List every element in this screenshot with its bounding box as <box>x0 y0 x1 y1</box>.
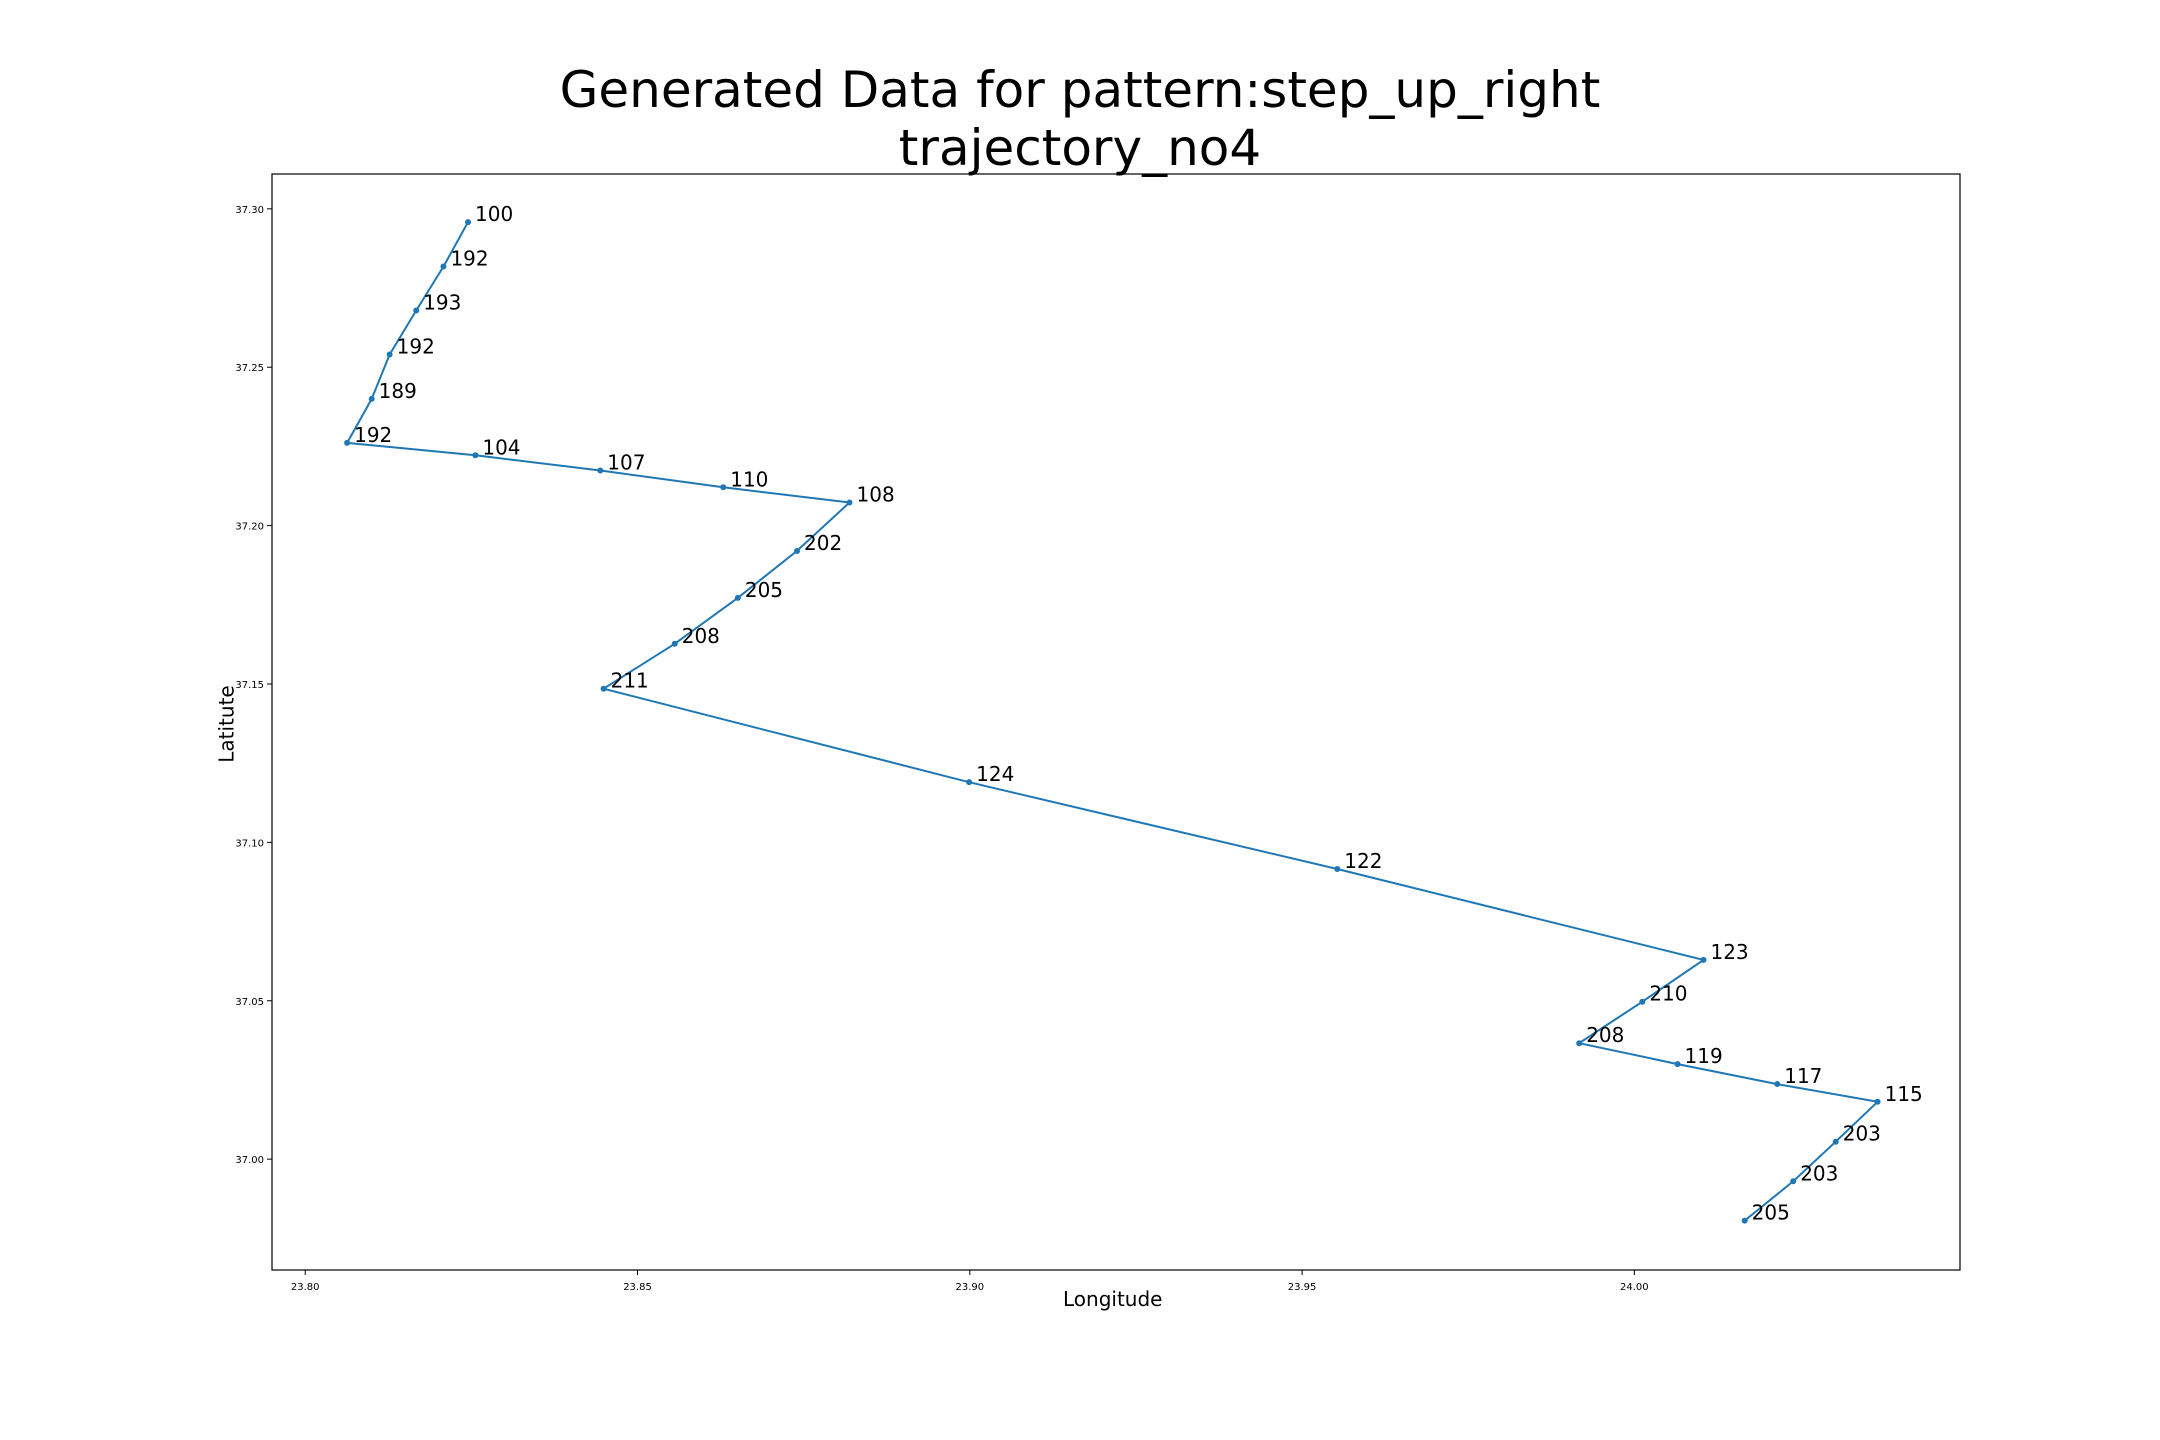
data-point <box>1674 1061 1681 1068</box>
x-tick-label: 24.00 <box>1620 1282 1649 1293</box>
y-tick-label: 37.00 <box>235 1155 264 1166</box>
chart-subtitle: trajectory_no4 <box>898 119 1262 177</box>
data-point-label: 192 <box>397 335 435 359</box>
y-axis-label: Latitute <box>214 685 239 763</box>
data-point <box>1576 1040 1583 1047</box>
series-points <box>344 219 1881 1224</box>
data-point <box>1774 1081 1781 1088</box>
data-point-label: 202 <box>804 531 842 555</box>
data-point <box>734 594 741 601</box>
data-point <box>472 452 479 459</box>
data-point <box>846 499 853 506</box>
y-tick-label: 37.20 <box>235 522 264 533</box>
x-tick-label: 23.90 <box>955 1282 984 1293</box>
data-point-label: 193 <box>423 291 461 315</box>
data-point-label: 203 <box>1800 1161 1838 1185</box>
data-point <box>597 467 604 474</box>
data-point-label: 210 <box>1649 982 1687 1006</box>
y-axis-ticks: 37.00 37.05 37.10 37.15 37.20 37.25 37.30 <box>235 205 272 1166</box>
data-point-label: 203 <box>1843 1122 1881 1146</box>
data-point <box>600 685 607 692</box>
axes-frame <box>271 173 1961 1271</box>
x-tick-label: 23.80 <box>291 1282 320 1293</box>
data-point <box>368 395 375 402</box>
data-point-label: 107 <box>607 450 645 474</box>
chart-title: Generated Data for pattern:step_up_right <box>559 61 1601 119</box>
data-point <box>1700 956 1707 963</box>
x-tick-label: 23.95 <box>1288 1282 1317 1293</box>
y-tick-label: 37.30 <box>235 205 264 216</box>
data-point-label: 205 <box>1752 1201 1790 1225</box>
data-point <box>794 547 801 554</box>
x-axis-label: Longitude <box>1063 1287 1163 1311</box>
data-point-label: 192 <box>354 423 392 447</box>
data-point-label: 115 <box>1885 1082 1923 1106</box>
data-point <box>1741 1217 1748 1224</box>
y-tick-label: 37.15 <box>235 680 264 691</box>
data-point <box>440 263 447 270</box>
data-point-label: 208 <box>682 624 720 648</box>
data-point-label: 117 <box>1784 1064 1822 1088</box>
data-point-label: 123 <box>1710 940 1748 964</box>
y-tick-label: 37.25 <box>235 363 264 374</box>
data-point <box>1832 1138 1839 1145</box>
data-point-label: 211 <box>611 669 649 693</box>
data-point-label: 122 <box>1344 849 1382 873</box>
data-point <box>465 219 472 226</box>
data-point <box>1639 998 1646 1005</box>
series-line <box>345 221 1880 1222</box>
data-point-label: 104 <box>482 435 520 459</box>
data-point-label: 124 <box>976 762 1014 786</box>
x-tick-label: 23.85 <box>623 1282 652 1293</box>
data-point-label: 108 <box>857 482 895 506</box>
data-point-label: 208 <box>1586 1023 1624 1047</box>
y-tick-label: 37.05 <box>235 997 264 1008</box>
data-point-label: 110 <box>730 467 768 491</box>
data-point <box>413 307 420 314</box>
data-point <box>1790 1178 1797 1185</box>
data-point-label: 100 <box>475 202 513 226</box>
data-point <box>1874 1098 1881 1105</box>
data-point-label: 192 <box>450 246 488 270</box>
data-point <box>1334 865 1341 872</box>
data-point <box>720 484 727 491</box>
x-axis-ticks: 23.80 23.85 23.90 23.95 24.00 <box>291 1270 1649 1293</box>
point-labels: 100 192 193 192 189 192 104 107 110 108 202 205 208 2… <box>354 202 1923 1224</box>
data-point <box>386 351 393 358</box>
data-point-label: 205 <box>745 578 783 602</box>
data-point-label: 119 <box>1685 1044 1723 1068</box>
y-tick-label: 37.10 <box>235 838 264 849</box>
data-point-label: 189 <box>379 379 417 403</box>
data-point <box>671 640 678 647</box>
data-point <box>344 439 351 446</box>
data-point <box>966 779 973 786</box>
